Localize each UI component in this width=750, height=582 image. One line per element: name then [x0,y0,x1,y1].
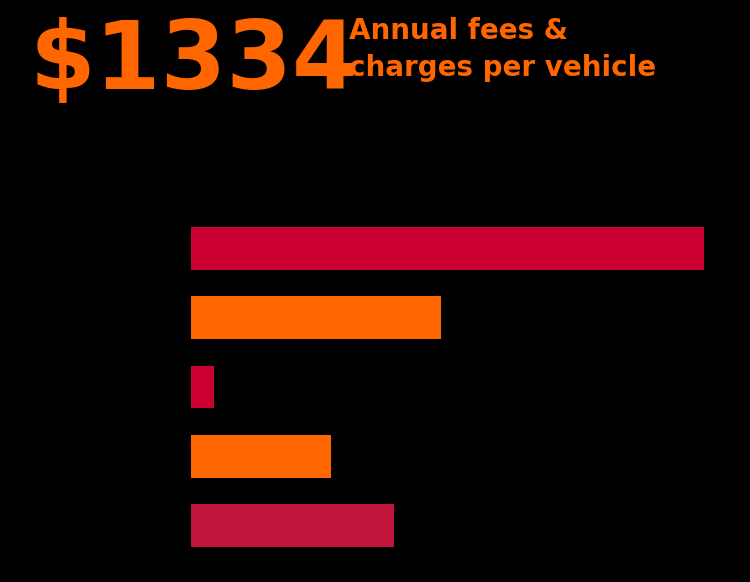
Bar [191,365,214,409]
Text: $1334: $1334 [30,17,358,109]
Bar [191,296,440,339]
Bar [191,435,331,478]
Bar [191,227,704,270]
Bar [191,504,394,547]
Text: Annual fees &
charges per vehicle: Annual fees & charges per vehicle [349,17,656,82]
